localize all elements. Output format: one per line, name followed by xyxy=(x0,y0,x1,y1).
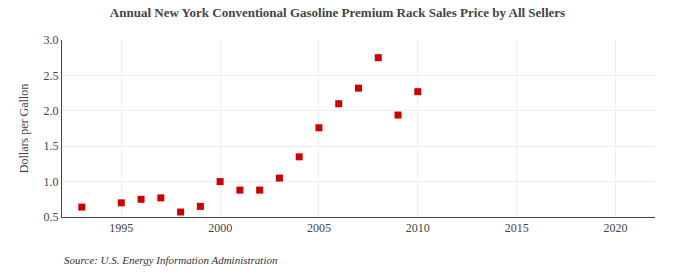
svg-text:1995: 1995 xyxy=(109,221,133,235)
svg-text:Source: U.S. Energy Informatio: Source: U.S. Energy Information Administ… xyxy=(64,254,278,266)
svg-text:2000: 2000 xyxy=(208,221,232,235)
svg-text:1.0: 1.0 xyxy=(44,175,59,189)
svg-text:0.5: 0.5 xyxy=(44,210,59,224)
svg-text:2.0: 2.0 xyxy=(44,104,59,118)
svg-text:2005: 2005 xyxy=(307,221,331,235)
svg-text:2015: 2015 xyxy=(505,221,529,235)
svg-text:1.5: 1.5 xyxy=(44,139,59,153)
svg-text:Annual New York Conventional G: Annual New York Conventional Gasoline Pr… xyxy=(110,5,565,20)
svg-text:3.0: 3.0 xyxy=(44,33,59,47)
svg-text:2020: 2020 xyxy=(603,221,627,235)
svg-text:Dollars per Gallon: Dollars per Gallon xyxy=(17,84,31,173)
svg-text:2.5: 2.5 xyxy=(44,69,59,83)
svg-text:2010: 2010 xyxy=(406,221,430,235)
